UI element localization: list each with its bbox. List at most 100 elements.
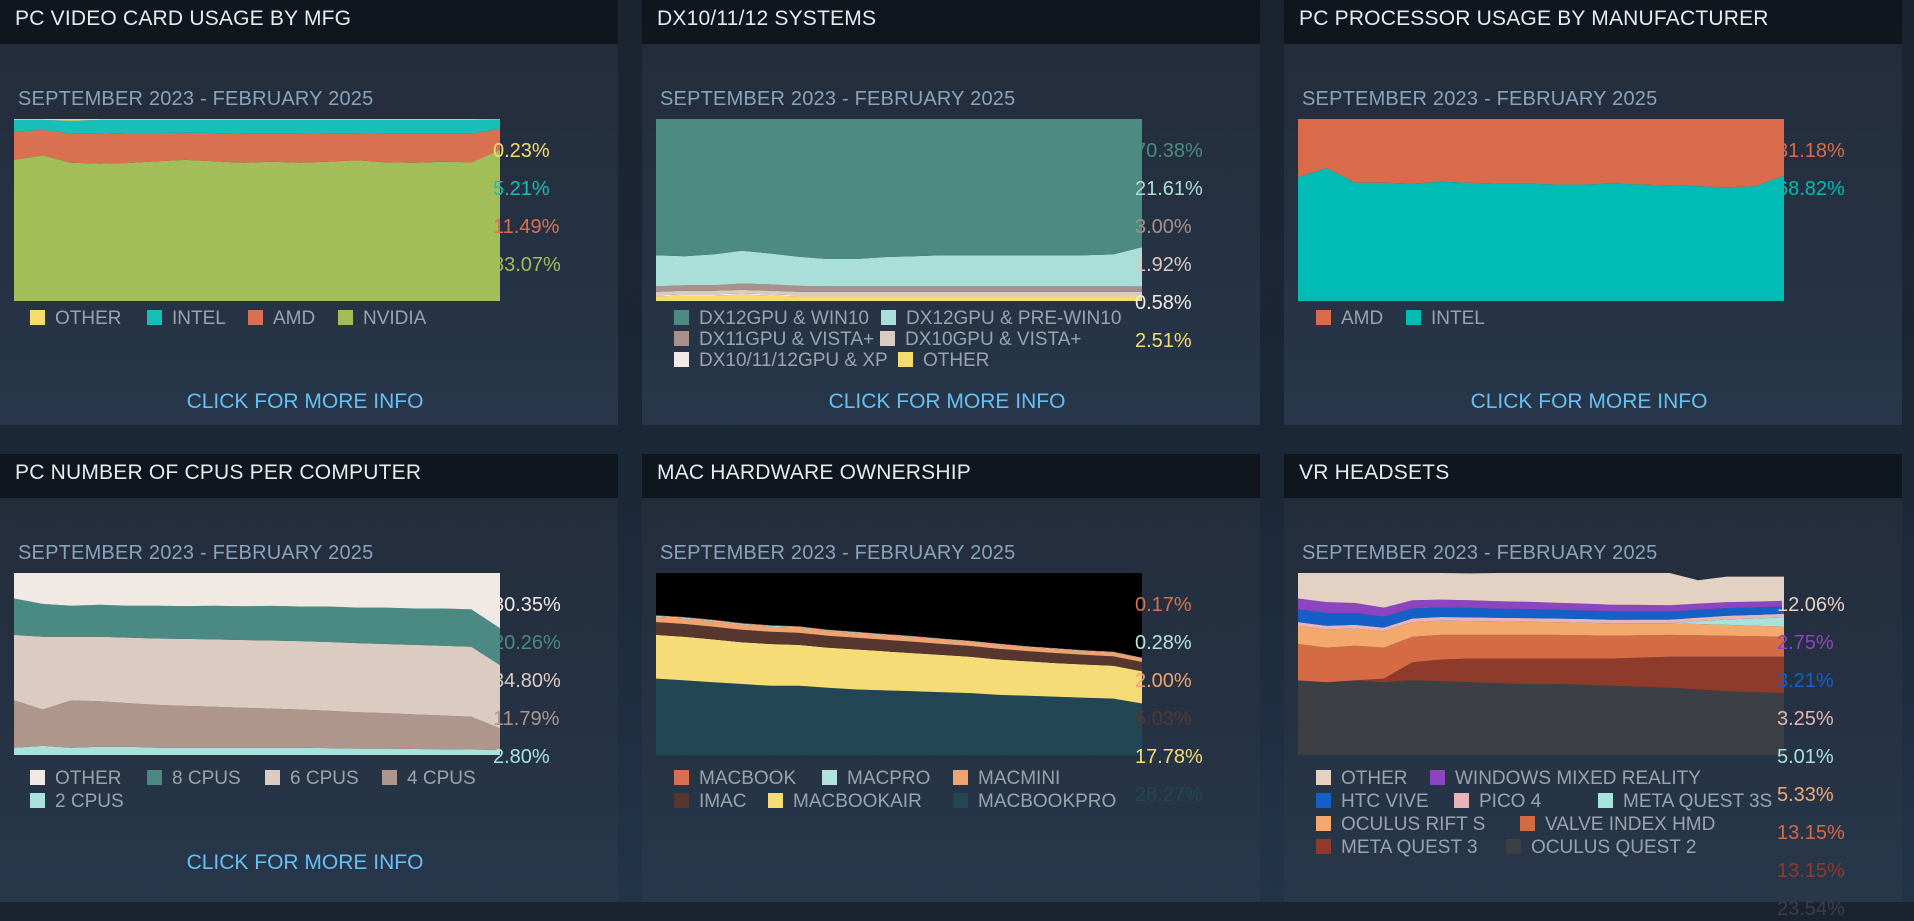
legend-item-macbook[interactable]: MACBOOK	[674, 768, 796, 790]
panel-vr-headsets: VR HEADSETS SEPTEMBER 2023 - FEBRUARY 20…	[1284, 454, 1902, 920]
pct-label-6-cpus: 34.80%	[493, 670, 561, 692]
legend-label: MACBOOKPRO	[978, 791, 1117, 812]
legend-item-macpro[interactable]: MACPRO	[822, 768, 930, 790]
panel-subtitle: SEPTEMBER 2023 - FEBRUARY 2025	[660, 542, 1016, 564]
area-amd	[1298, 119, 1784, 188]
legend-item-macbookpro[interactable]: MACBOOKPRO	[953, 791, 1116, 813]
area-oculus-quest-2	[1298, 680, 1784, 755]
pct-label-windows-mixed-reality: 2.75%	[1777, 632, 1834, 654]
area-dx10gpu-vista	[656, 289, 1142, 296]
more-info-link[interactable]: CLICK FOR MORE INFO	[186, 851, 424, 874]
legend-label: AMD	[1341, 308, 1384, 329]
legend-item-htc-vive[interactable]: HTC VIVE	[1316, 791, 1429, 813]
legend-item-other[interactable]: OTHER	[30, 308, 122, 330]
legend-item-4-cpus[interactable]: 4 CPUS	[382, 768, 476, 790]
legend-item-dx12gpu-pre-win10[interactable]: DX12GPU & PRE-WIN10	[881, 308, 1121, 330]
legend-item-dx10-11-12gpu-xp[interactable]: DX10/11/12GPU & XP	[674, 350, 888, 372]
panel-mac-hardware: MAC HARDWARE OWNERSHIP SEPTEMBER 2023 - …	[642, 454, 1260, 902]
more-info-link[interactable]: CLICK FOR MORE INFO	[828, 390, 1066, 413]
legend-item-imac[interactable]: IMAC	[674, 791, 747, 813]
legend-item-oculus-quest-2[interactable]: OCULUS QUEST 2	[1506, 837, 1696, 859]
area-intel	[1298, 168, 1784, 301]
pct-label-meta-quest-3: 13.15%	[1777, 860, 1845, 882]
legend-item-2-cpus[interactable]: 2 CPUS	[30, 791, 124, 813]
legend-item-other[interactable]: OTHER	[30, 768, 122, 790]
legend-label: DX10/11/12GPU & XP	[699, 350, 888, 371]
area-meta-quest-3	[1298, 656, 1784, 694]
legend-item-other[interactable]: OTHER	[1316, 768, 1408, 790]
panel-subtitle: SEPTEMBER 2023 - FEBRUARY 2025	[1302, 542, 1658, 564]
legend-item-macmini[interactable]: MACMINI	[953, 768, 1060, 790]
legend-label: WINDOWS MIXED REALITY	[1455, 768, 1701, 789]
legend-item-dx10gpu-vista[interactable]: DX10GPU & VISTA+	[880, 329, 1082, 351]
legend-swatch	[147, 310, 162, 325]
legend-item-intel[interactable]: INTEL	[1406, 308, 1485, 330]
legend-label: DX12GPU & PRE-WIN10	[906, 308, 1122, 329]
legend-swatch	[822, 770, 837, 785]
processor-chart[interactable]	[1298, 119, 1784, 301]
legend-item-8-cpus[interactable]: 8 CPUS	[147, 768, 241, 790]
pct-label-oculus-quest-2: 23.54%	[1777, 898, 1845, 920]
dx-systems-chart[interactable]	[656, 119, 1142, 301]
panel-processor: PC PROCESSOR USAGE BY MANUFACTURER SEPTE…	[1284, 0, 1902, 425]
legend-item-other[interactable]: OTHER	[898, 350, 990, 372]
more-info-link[interactable]: CLICK FOR MORE INFO	[186, 390, 424, 413]
legend-item-valve-index-hmd[interactable]: VALVE INDEX HMD	[1520, 814, 1715, 836]
legend-label: INTEL	[1431, 308, 1485, 329]
panel-header: PC PROCESSOR USAGE BY MANUFACTURER	[1284, 0, 1902, 44]
pct-label-meta-quest-3s: 5.01%	[1777, 746, 1834, 768]
area-imac	[656, 622, 1142, 672]
pct-label-dx10-11-12gpu-xp: 0.58%	[1135, 292, 1192, 314]
panel-title: MAC HARDWARE OWNERSHIP	[657, 461, 971, 484]
legend-item-intel[interactable]: INTEL	[147, 308, 226, 330]
legend-item-amd[interactable]: AMD	[248, 308, 315, 330]
legend-swatch	[30, 770, 45, 785]
panel-title: VR HEADSETS	[1299, 461, 1450, 484]
legend-item-windows-mixed-reality[interactable]: WINDOWS MIXED REALITY	[1430, 768, 1701, 790]
pct-label-valve-index-hmd: 13.15%	[1777, 822, 1845, 844]
legend-item-amd[interactable]: AMD	[1316, 308, 1383, 330]
panel-title: PC VIDEO CARD USAGE BY MFG	[15, 7, 352, 30]
pct-label-imac: 5.03%	[1135, 708, 1192, 730]
area-macbookair	[656, 634, 1142, 704]
legend-item-macbookair[interactable]: MACBOOKAIR	[768, 791, 922, 813]
legend-label: IMAC	[699, 791, 747, 812]
area-macpro	[656, 615, 1142, 659]
legend-item-nvidia[interactable]: NVIDIA	[338, 308, 426, 330]
area-2-cpus	[14, 745, 500, 755]
legend-label: OCULUS RIFT S	[1341, 814, 1486, 835]
legend-item-meta-quest-3s[interactable]: META QUEST 3S	[1598, 791, 1772, 813]
legend-item-dx12gpu-win10[interactable]: DX12GPU & WIN10	[674, 308, 869, 330]
area-pico-4	[1298, 613, 1784, 632]
vr-headsets-chart[interactable]	[1298, 573, 1784, 755]
legend-item-dx11gpu-vista[interactable]: DX11GPU & VISTA+	[674, 329, 874, 351]
pct-label-other: 30.35%	[493, 594, 561, 616]
more-info-link[interactable]: CLICK FOR MORE INFO	[1470, 390, 1708, 413]
pct-label-macmini: 2.00%	[1135, 670, 1192, 692]
legend-item-pico-4[interactable]: PICO 4	[1454, 791, 1541, 813]
legend-item-meta-quest-3[interactable]: META QUEST 3	[1316, 837, 1478, 859]
area-6-cpus	[14, 634, 500, 729]
legend-label: NVIDIA	[363, 308, 427, 329]
pct-label-amd: 31.18%	[1777, 140, 1845, 162]
pct-label-dx12gpu-pre-win10: 21.61%	[1135, 178, 1203, 200]
legend-swatch	[1316, 793, 1331, 808]
area-dx11gpu-vista	[656, 283, 1142, 292]
cpus-chart[interactable]	[14, 573, 500, 755]
pct-label-dx10gpu-vista: 1.92%	[1135, 254, 1192, 276]
legend-label: 2 CPUS	[55, 791, 124, 812]
legend-item-oculus-rift-s[interactable]: OCULUS RIFT S	[1316, 814, 1485, 836]
legend-swatch	[382, 770, 397, 785]
legend-swatch	[898, 352, 913, 367]
legend-item-6-cpus[interactable]: 6 CPUS	[265, 768, 359, 790]
panel-title: PC PROCESSOR USAGE BY MANUFACTURER	[1299, 7, 1769, 30]
panel-title: PC NUMBER OF CPUS PER COMPUTER	[15, 461, 422, 484]
video-card-chart[interactable]	[14, 119, 500, 301]
pct-label-amd: 11.49%	[493, 216, 560, 238]
legend-swatch	[338, 310, 353, 325]
pct-label-other: 12.06%	[1777, 594, 1845, 616]
legend-label: 4 CPUS	[407, 768, 476, 789]
legend-swatch	[1520, 816, 1535, 831]
mac-hardware-chart[interactable]	[656, 573, 1142, 755]
pct-label-dx11gpu-vista: 3.00%	[1135, 216, 1192, 238]
